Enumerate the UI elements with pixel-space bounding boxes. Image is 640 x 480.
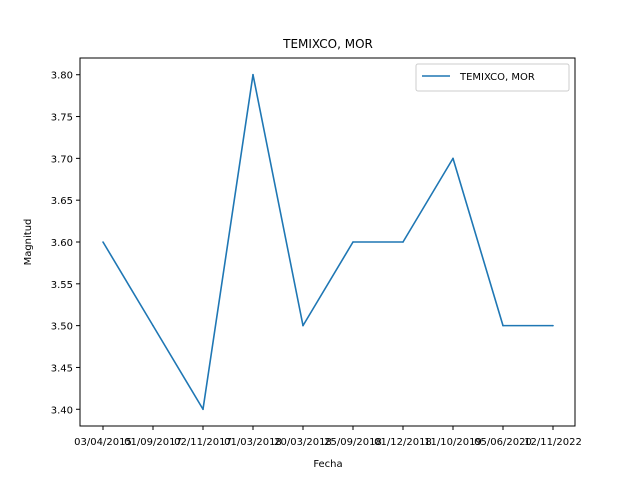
x-tick-label: 20/03/2018 bbox=[274, 437, 332, 448]
data-point bbox=[102, 241, 104, 243]
x-tick-label: 12/11/2022 bbox=[524, 437, 582, 448]
x-tick-label: 02/11/2017 bbox=[174, 437, 232, 448]
x-tick-label: 05/06/2020 bbox=[474, 437, 532, 448]
x-tick-label: 01/12/2018 bbox=[374, 437, 432, 448]
x-tick-label: 25/09/2018 bbox=[324, 437, 382, 448]
data-point bbox=[302, 324, 304, 327]
x-axis-label: Fecha bbox=[313, 459, 342, 470]
y-tick-label: 3.50 bbox=[51, 322, 73, 333]
data-point bbox=[452, 157, 454, 160]
data-point bbox=[252, 73, 254, 76]
y-tick-label: 3.65 bbox=[51, 196, 73, 207]
chart-title: TEMIXCO, MOR bbox=[282, 37, 373, 51]
data-point bbox=[152, 324, 154, 327]
x-tick-label: 11/10/2019 bbox=[424, 437, 482, 448]
y-tick-label: 3.70 bbox=[51, 154, 73, 165]
legend: TEMIXCO, MOR bbox=[415, 63, 570, 92]
x-axis: 03/04/201501/09/201702/11/201701/03/2018… bbox=[74, 426, 582, 448]
x-tick-label: 01/09/2017 bbox=[124, 437, 182, 448]
series-line bbox=[102, 73, 553, 411]
legend-label: TEMIXCO, MOR bbox=[459, 72, 535, 83]
y-tick-label: 3.45 bbox=[51, 363, 73, 374]
data-point bbox=[552, 324, 554, 327]
data-point bbox=[502, 324, 504, 327]
legend-box bbox=[415, 63, 570, 92]
y-tick-label: 3.40 bbox=[51, 405, 73, 416]
x-tick-label: 03/04/2015 bbox=[74, 437, 132, 448]
y-axis-label: Magnitud bbox=[23, 219, 34, 266]
y-axis: 3.40 3.45 3.50 3.55 3.60 3.65 3.70 3.75 3.80 bbox=[51, 71, 80, 416]
y-tick-label: 3.60 bbox=[51, 238, 73, 249]
data-point bbox=[352, 241, 354, 243]
y-tick-label: 3.80 bbox=[51, 71, 73, 82]
data-point bbox=[202, 408, 204, 411]
y-tick-label: 3.55 bbox=[51, 280, 73, 291]
x-tick-label: 01/03/2018 bbox=[224, 437, 282, 448]
data-point bbox=[402, 241, 404, 243]
y-tick-label: 3.75 bbox=[51, 113, 73, 124]
